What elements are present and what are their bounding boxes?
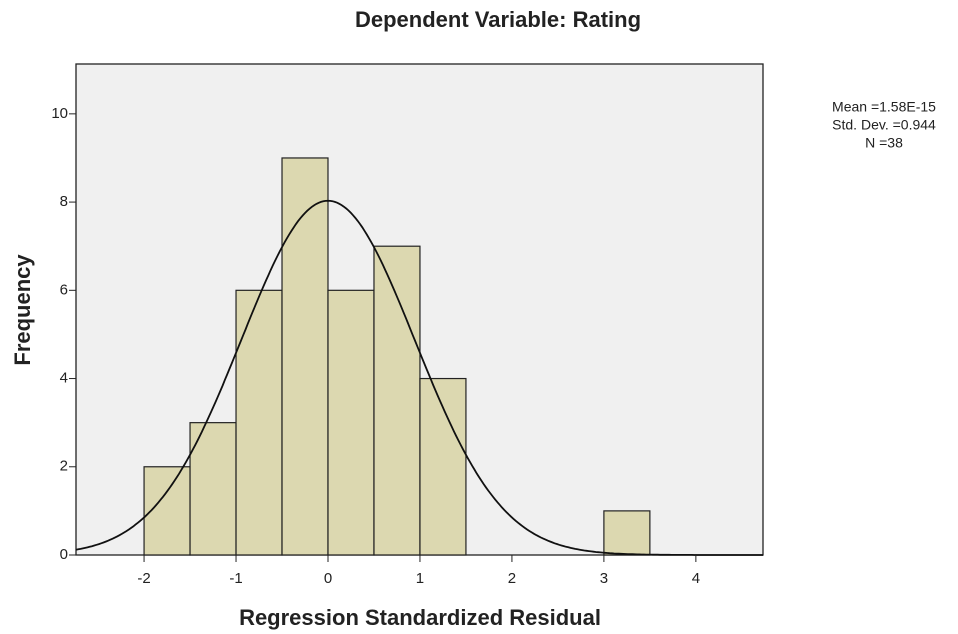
bar [374,246,420,555]
y-tick-label: 6 [60,281,68,298]
y-tick-label: 0 [60,546,68,563]
bar [420,379,466,555]
y-tick-label: 10 [51,105,68,122]
chart: Dependent Variable: Rating Regression St… [0,0,958,634]
bar [604,511,650,555]
x-tick-label: 1 [416,570,424,587]
x-tick-label: 4 [692,570,700,587]
stat-label: Std. Dev. =0.944 [832,117,936,133]
page: Dependent Variable: Rating Regression St… [0,0,958,634]
bar [236,290,282,555]
y-tick-label: 4 [60,370,68,387]
stat-label: Mean =1.58E-15 [832,99,936,115]
y-axis-label: Frequency [10,254,35,366]
x-tick-label: 3 [600,570,608,587]
x-tick-label: -2 [137,570,150,587]
y-tick-label: 2 [60,458,68,475]
x-tick-label: 0 [324,570,332,587]
stat-label: N =38 [865,135,903,151]
y-tick-label: 8 [60,193,68,210]
x-tick-label: 2 [508,570,516,587]
bar [328,290,374,555]
x-axis-label: Regression Standardized Residual [239,605,601,630]
bar [282,158,328,555]
chart-title: Dependent Variable: Rating [355,7,641,32]
x-tick-label: -1 [229,570,242,587]
